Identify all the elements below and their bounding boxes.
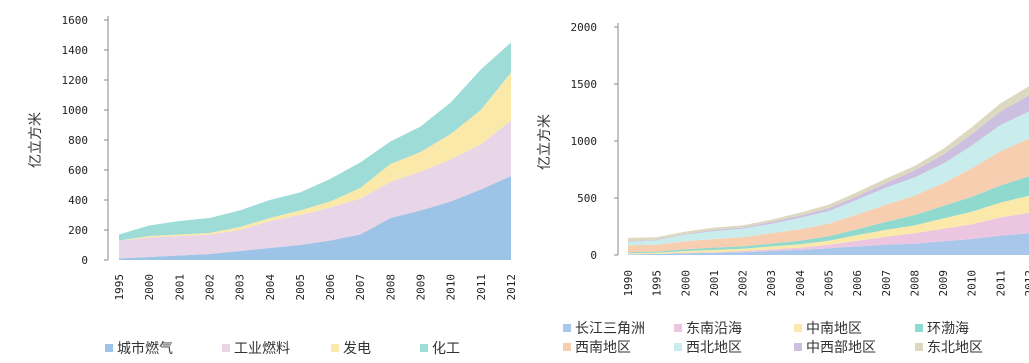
y-axis-label: 亿立方米: [28, 112, 44, 168]
legend-label: 东北地区: [927, 340, 983, 356]
y-tick-label: 500: [577, 192, 597, 205]
legend-label: 工业燃料: [234, 340, 290, 357]
y-tick-label: 1600: [62, 14, 89, 27]
legend-swatch: [794, 343, 802, 351]
area-series-4: [119, 42, 511, 241]
area-series-1: [119, 176, 511, 260]
x-tick-label: 2009: [415, 274, 428, 301]
legend-label: 发电: [343, 341, 371, 357]
legend-swatch: [331, 344, 339, 352]
x-tick-label: 2011: [475, 274, 488, 301]
y-tick-label: 1000: [62, 104, 89, 117]
x-tick-label: 2003: [765, 270, 778, 297]
x-tick-label: 2007: [354, 274, 367, 301]
x-tick-label: 2004: [794, 270, 807, 297]
legend-label: 长江三角洲: [575, 321, 645, 337]
x-tick-label: 2008: [908, 270, 921, 297]
area-series-6: [628, 111, 1029, 246]
legend-swatch: [563, 343, 571, 351]
x-tick-label: 2004: [264, 274, 277, 301]
y-tick-label: 1500: [571, 78, 598, 91]
x-tick-label: 2001: [708, 270, 721, 297]
area-series-2: [628, 212, 1029, 255]
x-tick-label: 2010: [445, 274, 458, 301]
x-tick-label: 2011: [994, 270, 1007, 297]
x-tick-label: 2005: [294, 274, 307, 301]
legend-label: 东南沿海: [686, 321, 742, 337]
x-tick-label: 2000: [143, 274, 156, 301]
chart-1: 0 200 400 600 800 1000 1200 1400 1600 亿立方米 1995 200…: [28, 14, 518, 357]
legend-label: 西南地区: [575, 340, 631, 356]
legend-swatch: [674, 324, 682, 332]
legend-label: 城市燃气: [117, 340, 173, 357]
x-tick-label: 2005: [823, 270, 836, 297]
area-series-2: [119, 120, 511, 259]
x-tick-label: 2008: [384, 274, 397, 301]
y-tick-label: 1400: [62, 44, 89, 57]
legend-label: 化工: [432, 341, 460, 357]
y-tick-label: 400: [68, 194, 88, 207]
x-tick-label: 1995: [651, 270, 664, 297]
legend-swatch: [674, 343, 682, 351]
x-tick-label: 2010: [966, 270, 979, 297]
y-tick-label: 0: [81, 254, 88, 267]
x-tick-label: 2012: [505, 274, 518, 301]
x-tick-label: 2012: [1023, 270, 1029, 297]
y-tick-label: 200: [68, 224, 88, 237]
x-tick-label: 2009: [937, 270, 950, 297]
legend-swatch: [915, 343, 923, 351]
legend-swatch: [105, 344, 113, 352]
x-tick-label: 1990: [622, 270, 635, 297]
legend-swatch: [915, 324, 923, 332]
area-series-5: [628, 138, 1029, 253]
area-series-3: [119, 72, 511, 241]
y-tick-label: 0: [590, 249, 597, 262]
y-tick-label: 1200: [62, 74, 89, 87]
y-axis-label: 亿立方米: [537, 114, 553, 170]
area-series-3: [628, 195, 1029, 255]
y-tick-label: 600: [68, 164, 88, 177]
x-tick-label: 2003: [234, 274, 247, 301]
legend-label: 环渤海: [927, 321, 969, 337]
x-tick-label: 1995: [113, 274, 126, 301]
legend-swatch: [794, 324, 802, 332]
area-series-1: [628, 233, 1029, 255]
area-series-4: [628, 176, 1029, 254]
legend-label: 西北地区: [686, 340, 742, 356]
legend-label: 中南地区: [806, 321, 862, 337]
y-tick-label: 2000: [571, 21, 598, 34]
x-tick-label: 2006: [324, 274, 337, 301]
x-tick-label: 2007: [880, 270, 893, 297]
legend-swatch: [563, 324, 571, 332]
y-tick-label: 800: [68, 134, 88, 147]
x-tick-label: 2000: [679, 270, 692, 297]
y-tick-label: 1000: [571, 135, 598, 148]
legend-swatch: [222, 344, 230, 352]
x-tick-label: 2006: [851, 270, 864, 297]
chart-2: 0 500 1000 1500 2000 亿立方米 1990 1995 2000 2001 2002…: [537, 21, 1029, 356]
legend-swatch: [420, 344, 428, 352]
x-tick-label: 2002: [737, 270, 750, 297]
x-tick-label: 2001: [173, 274, 186, 301]
legend-label: 中西部地区: [806, 340, 876, 356]
x-tick-label: 2002: [203, 274, 216, 301]
